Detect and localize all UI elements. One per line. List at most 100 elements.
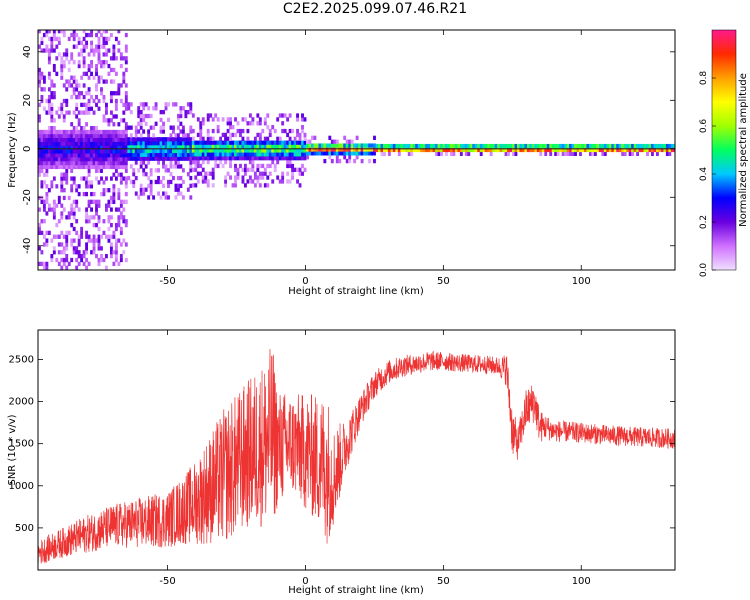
spectrogram-cell [67, 137, 71, 142]
spectrogram-cell [296, 113, 299, 118]
spectrogram-cell [72, 176, 76, 181]
spectrogram-cell [298, 148, 302, 153]
spectrogram-cell [174, 152, 178, 157]
spectrogram-cell [77, 36, 81, 42]
spectrogram-cell [92, 75, 96, 80]
spectrogram-cell [62, 141, 66, 146]
spectrogram-cell [638, 147, 642, 153]
spectrogram-cell [261, 171, 265, 176]
spectrogram-cell [196, 148, 200, 153]
spectrogram-cell [102, 63, 106, 69]
spectrogram-cell [497, 147, 501, 153]
spectrogram-cell [271, 125, 275, 130]
spectrogram-cell [52, 246, 56, 251]
spectrogram-cell [72, 44, 76, 49]
spectrogram-cell [87, 215, 91, 220]
spectrogram-cell [601, 147, 605, 153]
spectrogram-cell [221, 140, 225, 145]
spectrogram-cell [564, 147, 568, 153]
spectrogram-cell [189, 152, 193, 157]
spectrogram-cell [100, 160, 103, 166]
spectrogram-cell [263, 121, 267, 126]
spectrogram-cell [60, 188, 64, 193]
spectrogram-cell [507, 151, 510, 156]
spectrogram-cell [119, 83, 123, 88]
spectrogram-cell [333, 147, 337, 152]
spectrogram-cell [204, 156, 208, 161]
spectrogram-cell [90, 199, 93, 204]
spectrogram-cell [167, 102, 170, 107]
spectrogram-cell [387, 151, 391, 156]
spectrogram-cell [139, 102, 143, 107]
spectrogram-cell [124, 242, 128, 247]
spectrogram-cell [149, 179, 153, 185]
spectrogram-cell [57, 261, 61, 267]
spectrogram-cell [139, 125, 143, 130]
spectrogram-cell [65, 87, 69, 92]
spectrogram-cell [477, 143, 481, 149]
spectrogram-cell [38, 207, 41, 212]
spectrogram-cell [60, 230, 64, 236]
spectrogram-cell [152, 156, 156, 161]
spectrogram-cell [87, 110, 91, 115]
spectrogram-cell [82, 160, 86, 166]
spectrogram-cell [152, 144, 156, 150]
spectrogram-cell [172, 156, 175, 161]
spectrogram-cell [42, 141, 46, 146]
spectrogram-cell [139, 183, 143, 188]
spectrogram-cell [97, 157, 101, 162]
spectrogram-cell [288, 159, 292, 165]
spectrogram-cell [268, 163, 272, 169]
spectrogram-cell [112, 195, 116, 201]
spectrogram-cell [658, 143, 662, 149]
spectrogram-cell [38, 195, 41, 201]
spectrogram-cell [124, 160, 128, 166]
spectrogram-cell [231, 183, 235, 188]
spectrogram-cell [65, 110, 69, 115]
spectrogram-cell [77, 137, 81, 142]
spectrogram-cell [641, 143, 644, 149]
spectrogram-cell [90, 180, 93, 185]
spectrogram-cell [551, 147, 555, 153]
spectrogram-cell [75, 153, 79, 158]
spectrogram-cell [365, 143, 369, 148]
spectrogram-cell [502, 147, 505, 153]
spectrogram-cell [70, 137, 74, 142]
spectrogram-cell [75, 106, 79, 111]
spectrogram-cell [127, 137, 131, 142]
spectrogram-cell [601, 143, 605, 149]
spectrogram-cell [100, 63, 103, 69]
spectrogram-cell [581, 147, 585, 153]
spectrogram-cell [189, 164, 193, 169]
spectrogram-cell [211, 183, 215, 188]
spectrogram-cell [92, 48, 96, 53]
spectrogram-cell [97, 242, 101, 247]
spectrogram-cell [181, 179, 185, 185]
spectrogram-cell [114, 106, 118, 111]
spectrogram-cell [234, 140, 237, 145]
spectrogram-cell [75, 114, 79, 119]
spectrogram-cell [45, 230, 49, 236]
spectrogram-cell [536, 143, 540, 149]
spectrogram-cell [60, 60, 64, 65]
spectrogram-cell [77, 191, 81, 197]
spectrogram-cell [559, 147, 563, 153]
spectrogram-cell [139, 191, 143, 196]
spectrogram-cell [328, 147, 332, 152]
spectrogram-cell [95, 87, 98, 92]
spectrogram-cell [75, 44, 79, 49]
spectrogram-cell [124, 153, 128, 158]
spectrogram-cell [306, 147, 309, 152]
spectrogram-cell [306, 139, 309, 144]
spectrogram-cell [311, 143, 314, 148]
spectrogram-cell [90, 153, 93, 158]
spectrogram-cell [102, 191, 106, 197]
spectrogram-cell [301, 148, 304, 153]
spectrogram-cell [92, 157, 96, 162]
spectrogram-cell [164, 141, 168, 146]
spectrogram-cell [373, 143, 376, 148]
spectrogram-cell [77, 63, 81, 69]
spectrogram-cell [85, 207, 89, 212]
spectrogram-cell [117, 145, 121, 150]
spectrogram-cell [114, 164, 118, 170]
